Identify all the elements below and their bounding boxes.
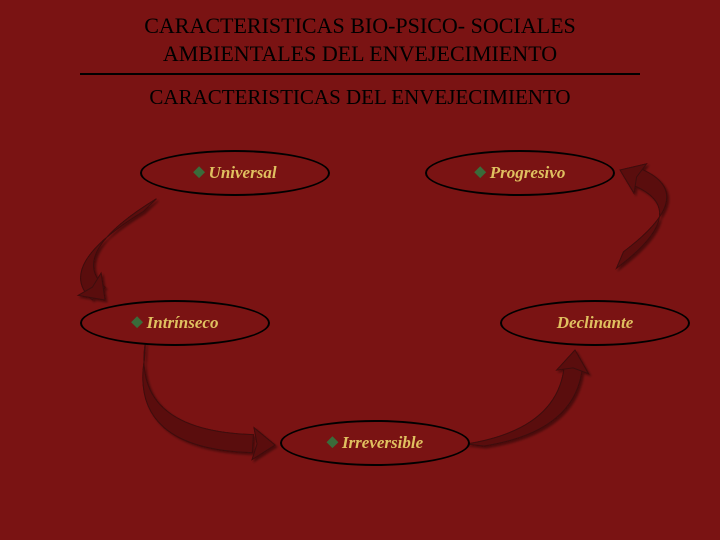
node-intrinseco-label: Intrínseco bbox=[147, 313, 219, 333]
node-irreversible: ◆ Irreversible bbox=[280, 420, 470, 466]
title-line-2: AMBIENTALES DEL ENVEJECIMIENTO bbox=[163, 41, 557, 66]
slide-subtitle: CARACTERISTICAS DEL ENVEJECIMIENTO bbox=[0, 85, 720, 110]
diamond-icon: ◆ bbox=[132, 314, 143, 331]
title-divider bbox=[80, 73, 640, 75]
node-declinante: Declinante bbox=[500, 300, 690, 346]
title-line-1: CARACTERISTICAS BIO-PSICO- SOCIALES bbox=[144, 13, 576, 38]
slide: CARACTERISTICAS BIO-PSICO- SOCIALES AMBI… bbox=[0, 0, 720, 540]
node-progresivo: ◆ Progresivo bbox=[425, 150, 615, 196]
node-declinante-label: Declinante bbox=[557, 313, 634, 333]
node-irreversible-label: Irreversible bbox=[342, 433, 423, 453]
node-universal-label: Universal bbox=[209, 163, 277, 183]
diamond-icon: ◆ bbox=[193, 164, 204, 181]
node-universal: ◆ Universal bbox=[140, 150, 330, 196]
slide-title: CARACTERISTICAS BIO-PSICO- SOCIALES AMBI… bbox=[0, 0, 720, 67]
node-progresivo-label: Progresivo bbox=[490, 163, 566, 183]
node-intrinseco: ◆ Intrínseco bbox=[80, 300, 270, 346]
diamond-icon: ◆ bbox=[475, 164, 486, 181]
diamond-icon: ◆ bbox=[327, 434, 338, 451]
